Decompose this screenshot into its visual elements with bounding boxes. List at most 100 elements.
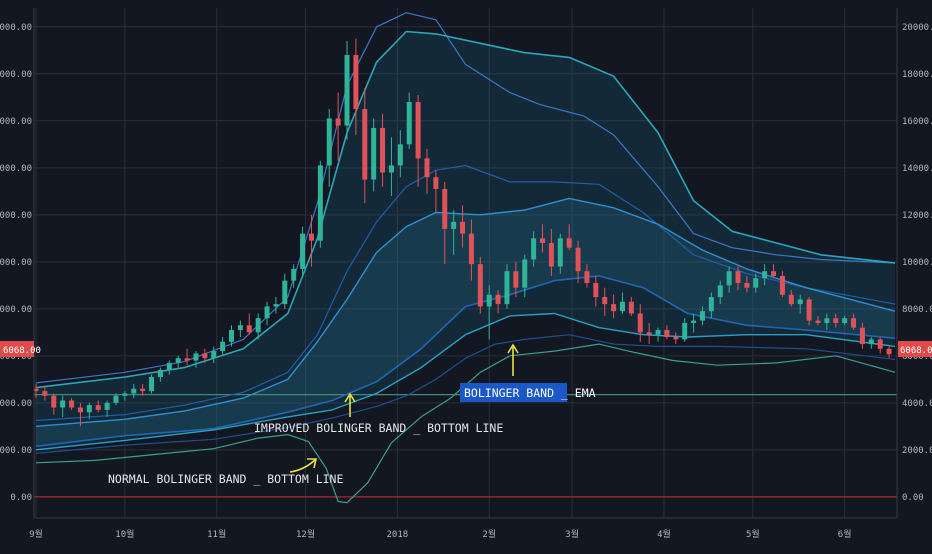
candle-body [557,238,563,267]
candle-body [140,388,146,392]
y-tick-label-left: 10000.00 [0,258,32,268]
candle-body [735,271,741,283]
normal-label: NORMAL BOLINGER BAND _ BOTTOM LINE [108,472,343,486]
candle-body [246,325,252,333]
x-tick-label: 5월 [746,528,760,540]
candle-body [815,320,821,323]
candle-body [797,299,803,305]
candle-body [477,264,483,307]
indicator-line [35,334,896,454]
candle-body [504,271,510,305]
candle-body [344,55,350,126]
candle-body [184,358,190,361]
candle-body [211,351,217,359]
candle-body [220,341,226,352]
candle-body [149,376,155,392]
candle-body [699,311,705,321]
candle-body [193,353,199,361]
y-tick-label-right: 8000.00 [902,305,932,315]
candle-body [175,358,181,363]
candle-body [602,297,608,305]
candle-body [273,304,279,307]
candle-body [77,407,83,413]
axes-layer: 0.000.002000.002000.004000.004000.006000… [0,8,932,540]
candle-body [282,280,288,305]
annotation-improved: IMPROVED BOLINGER BAND _ BOTTOM LINE [254,392,503,435]
y-tick-label-right: 0.00 [902,493,924,503]
candle-body [33,388,39,392]
y-tick-label-left: 0.00 [10,493,32,503]
candle-body [326,118,332,166]
candle-body [424,158,430,178]
candle-body [202,353,208,359]
candle-body [433,177,439,189]
y-tick-label-left: 14000.00 [0,164,32,174]
candle-body [726,271,732,286]
candle-body [397,144,403,166]
x-tick-label: 10월 [115,528,134,540]
candle-body [353,55,359,110]
candle-body [708,297,714,312]
candle-body [540,238,546,244]
candle-body [460,221,466,234]
candle-body [575,247,581,272]
x-tick-label: 9월 [29,528,43,540]
candle-body [682,322,688,340]
price-badge-right-bg [898,341,932,357]
candle-body [51,395,57,408]
candle-body [335,118,341,126]
candle-body [371,127,377,180]
improved-label: IMPROVED BOLINGER BAND _ BOTTOM LINE [254,421,503,435]
candle-body [513,271,519,288]
y-tick-label-right: 12000.00 [902,211,932,221]
candle-body [380,127,386,173]
x-tick-label: 12월 [296,528,315,540]
x-tick-label: 4월 [657,528,671,540]
candle-body [166,362,172,370]
y-tick-label-right: 18000.00 [902,70,932,80]
candle-body [664,329,670,338]
candle-body [468,233,474,265]
candle-body [495,294,501,305]
candle-body [308,233,314,241]
candle-body [113,395,119,403]
candle-body [317,165,323,241]
y-tick-label-right: 4000.00 [902,399,932,409]
candle-body [593,282,599,298]
band-fill-layer [36,31,895,450]
candle-body [753,278,759,288]
y-tick-label-right: 20000.00 [902,23,932,33]
candle-body [788,294,794,305]
candle-body [673,337,679,340]
candle-body [451,221,457,229]
y-tick-label-left: 20000.00 [0,23,32,33]
y-tick-label-left: 12000.00 [0,211,32,221]
price-badge-left-text: 6068.00 [3,346,41,356]
y-tick-label-right: 16000.00 [902,117,932,127]
price-badge-right-text: 6068.00 [900,346,932,356]
candle-body [104,402,110,410]
candle-body [619,301,625,312]
candle-body [691,320,697,323]
candle-body [362,109,368,180]
x-tick-label: 6월 [838,528,852,540]
y-tick-label-left: 4000.00 [0,399,32,409]
candle-body [131,388,137,394]
ema-label: BOLINGER BAND _ EMA [464,386,596,400]
candle-body [157,369,163,377]
outer-band-fill [36,31,895,450]
x-tick-label: 2018 [387,530,409,540]
candle-body [717,285,723,298]
candle-body [566,238,572,248]
indicator-line [35,30,896,389]
candle-body [122,393,128,396]
candle-body [806,299,812,321]
ema-label-bg [460,383,567,402]
indicator-line [35,197,896,427]
candles-layer [33,38,892,427]
improved-arrow [344,392,356,417]
candle-body [255,318,261,333]
candle-body [779,275,785,295]
candle-body [877,339,883,349]
